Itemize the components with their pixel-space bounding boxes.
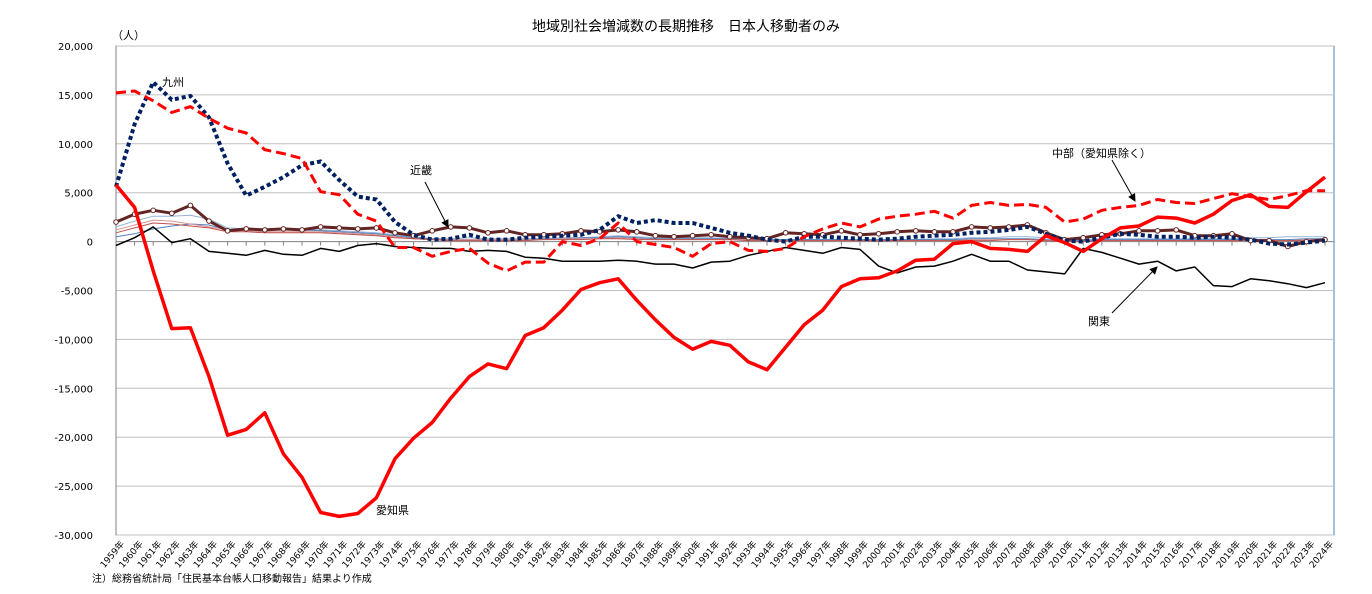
data-point: [1080, 234, 1086, 241]
y-tick-label: -25,000: [54, 482, 93, 493]
data-point: [224, 228, 231, 234]
annotation-kanto-arrow: [1111, 266, 1158, 314]
data-point: [355, 226, 361, 232]
y-axis-unit: （人）: [112, 29, 145, 42]
series-line: [114, 175, 1327, 519]
series-line: [115, 222, 1325, 243]
annotation-aichi: 愛知県: [376, 503, 409, 517]
chart-title: 地域別社会増減数の長期推移 日本人移動者のみ: [532, 18, 840, 35]
annotation-chubu: 中部（愛知県除く）: [1052, 146, 1151, 160]
data-point: [894, 229, 901, 235]
data-point: [838, 228, 845, 234]
data-point: [150, 207, 156, 214]
data-point: [299, 227, 305, 233]
data-point: [485, 229, 491, 236]
data-point: [373, 225, 380, 231]
annotation-kanto: 関東: [1088, 315, 1110, 328]
y-tick-label: -30,000: [54, 531, 93, 542]
data-point: [243, 226, 249, 232]
annotation-chubu-arrow: [1111, 159, 1136, 202]
series-line: [115, 89, 1325, 273]
data-point: [1229, 230, 1235, 237]
data-point: [392, 229, 398, 236]
annotation-kyushu: 九州: [162, 76, 184, 89]
data-point: [615, 227, 622, 233]
y-tick-label: 10,000: [58, 140, 93, 151]
data-point: [727, 233, 733, 240]
data-point: [317, 224, 324, 230]
data-point: [1154, 228, 1161, 234]
data-point: [782, 229, 789, 236]
y-tick-label: 15,000: [58, 91, 93, 102]
data-point: [113, 219, 119, 225]
y-tick-label: -15,000: [54, 384, 93, 395]
data-point: [1173, 227, 1179, 233]
data-point: [429, 228, 436, 234]
y-tick-label: -20,000: [54, 433, 93, 444]
data-point: [262, 227, 268, 233]
data-point: [1136, 228, 1142, 234]
y-tick-label: -5,000: [61, 287, 93, 298]
y-tick-label: -10,000: [54, 335, 93, 346]
annotation-kinki-arrow: [424, 181, 449, 228]
data-point: [987, 225, 994, 231]
series-line: [114, 80, 1326, 247]
data-point: [448, 224, 454, 230]
data-point: [708, 231, 715, 238]
data-point: [280, 226, 287, 232]
data-point: [503, 228, 510, 234]
y-tick-label: 20,000: [58, 42, 93, 53]
footnote: 注）総務省統計局「住民基本台帳人口移動報告」結果より作成: [92, 572, 372, 585]
y-tick-label: 5,000: [64, 189, 93, 200]
annotation-kinki: 近畿: [410, 163, 432, 177]
data-point: [634, 229, 640, 235]
data-point: [206, 218, 212, 224]
data-point: [931, 229, 938, 235]
data-point: [652, 232, 659, 239]
data-point: [187, 202, 194, 209]
data-point: [466, 225, 473, 231]
data-point: [857, 231, 863, 238]
series-line: [115, 223, 1325, 242]
series-line: [115, 226, 1326, 289]
data-point: [671, 233, 677, 240]
y-tick-label: 0: [87, 238, 93, 249]
data-point: [968, 224, 975, 230]
data-point: [169, 210, 175, 217]
data-point: [913, 228, 919, 234]
data-point: [875, 230, 882, 237]
data-point: [689, 232, 696, 239]
data-point: [336, 225, 343, 231]
